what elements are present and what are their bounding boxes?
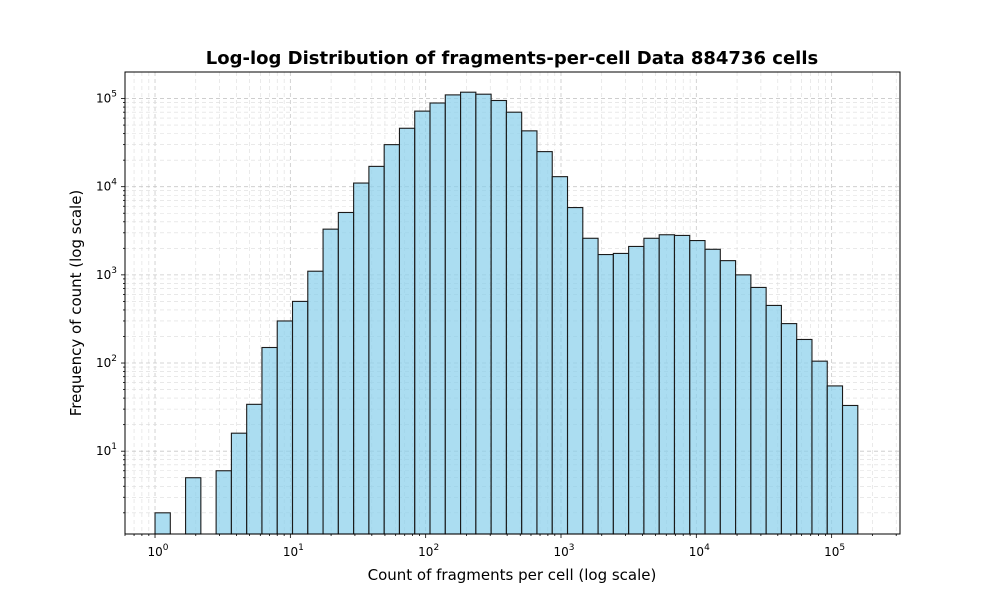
histogram-bar xyxy=(383,144,401,535)
histogram-bar xyxy=(765,304,782,535)
histogram-bar xyxy=(429,102,446,535)
histogram-bar xyxy=(261,346,278,535)
histogram-bar xyxy=(597,253,614,535)
histogram-bar xyxy=(490,99,507,535)
histogram-bar xyxy=(276,320,294,535)
histogram-bar xyxy=(719,260,737,535)
histogram-bar xyxy=(230,432,248,535)
y-tick-label: 103 xyxy=(96,266,117,282)
histogram-bar xyxy=(735,274,752,535)
histogram-bar xyxy=(444,94,462,535)
histogram-bar xyxy=(368,165,385,535)
histogram-bar xyxy=(398,127,416,535)
histogram-bar xyxy=(628,245,645,535)
histogram-bar xyxy=(750,286,767,535)
histogram-bar xyxy=(307,270,324,535)
chart-title: Log-log Distribution of fragments-per-ce… xyxy=(206,48,818,69)
histogram-bar xyxy=(841,404,859,535)
histogram-bar xyxy=(521,130,538,535)
histogram-bar xyxy=(353,182,370,535)
y-tick-label: 101 xyxy=(96,442,117,458)
histogram-bar xyxy=(780,323,798,535)
y-axis-label: Frequency of count (log scale) xyxy=(67,190,85,417)
histogram-bar xyxy=(704,248,721,535)
axis-ticks: 100 101 102 103 104 105 101 102 103 104 105 xyxy=(96,90,897,559)
histogram-bar xyxy=(337,211,355,535)
histogram-bar xyxy=(643,237,660,535)
histogram-bar xyxy=(566,207,584,535)
histogram-bar xyxy=(505,111,523,535)
x-tick-label: 103 xyxy=(553,543,574,559)
histogram-bar xyxy=(246,403,263,535)
histogram-bar xyxy=(322,228,339,535)
histogram-bar xyxy=(475,93,492,535)
plot-frame xyxy=(124,71,901,535)
histogram-bar xyxy=(811,360,828,535)
y-tick-label: 104 xyxy=(96,178,117,194)
y-tick-label: 105 xyxy=(96,90,117,106)
histogram-bar xyxy=(689,240,706,535)
x-tick-label: 102 xyxy=(418,543,439,559)
histogram-bar xyxy=(673,234,691,535)
histogram-bar xyxy=(826,385,844,535)
histogram-bar xyxy=(291,300,309,535)
histogram-bar xyxy=(414,110,431,535)
histogram-bar xyxy=(154,512,171,535)
histogram-bar xyxy=(658,234,676,535)
histogram-bar xyxy=(796,338,813,535)
histogram-bar xyxy=(551,176,569,535)
histogram-bar xyxy=(582,237,599,535)
x-tick-label: 104 xyxy=(689,543,710,559)
histogram-bar xyxy=(460,91,477,535)
histogram-bar xyxy=(612,252,630,535)
histogram-bar xyxy=(185,477,202,535)
histogram-bar xyxy=(215,470,232,535)
x-tick-label: 105 xyxy=(824,543,845,559)
x-tick-label: 100 xyxy=(148,543,169,559)
x-axis-label: Count of fragments per cell (log scale) xyxy=(368,566,657,584)
y-tick-label: 102 xyxy=(96,354,117,370)
histogram-bar xyxy=(536,151,553,535)
x-tick-label: 101 xyxy=(283,543,304,559)
